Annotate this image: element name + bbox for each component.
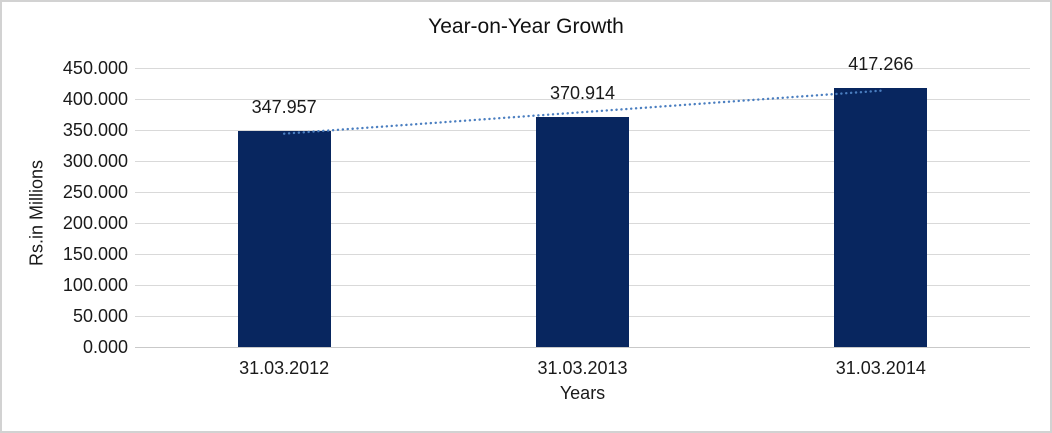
bar-value-label: 417.266	[848, 54, 914, 75]
y-tick-label: 0.000	[82, 337, 128, 357]
y-tick-label: 50.000	[72, 306, 128, 326]
bar	[237, 131, 331, 347]
gridline	[135, 67, 1030, 69]
y-tick-label: 200.000	[62, 213, 128, 233]
y-tick-label: 450.000	[62, 58, 128, 78]
x-tick-label: 31.03.2012	[239, 358, 330, 378]
bar	[536, 117, 629, 347]
bar-value-label: 347.957	[251, 97, 317, 118]
y-tick-label: 300.000	[62, 151, 128, 171]
y-tick-label: 150.000	[62, 244, 128, 264]
bar-value-label: 370.914	[549, 83, 616, 104]
x-axis-line	[135, 346, 1030, 348]
x-tick-label: 31.03.2013	[537, 358, 628, 378]
y-tick-label: 100.000	[62, 275, 128, 295]
y-tick-label: 250.000	[62, 182, 128, 202]
y-tick-label: 400.000	[62, 89, 128, 109]
x-axis-title: Years	[559, 383, 606, 403]
y-tick-label: 350.000	[62, 120, 128, 140]
bar	[834, 88, 928, 347]
x-tick-label: 31.03.2014	[835, 358, 926, 378]
chart-title: Year-on-Year Growth	[428, 15, 624, 38]
